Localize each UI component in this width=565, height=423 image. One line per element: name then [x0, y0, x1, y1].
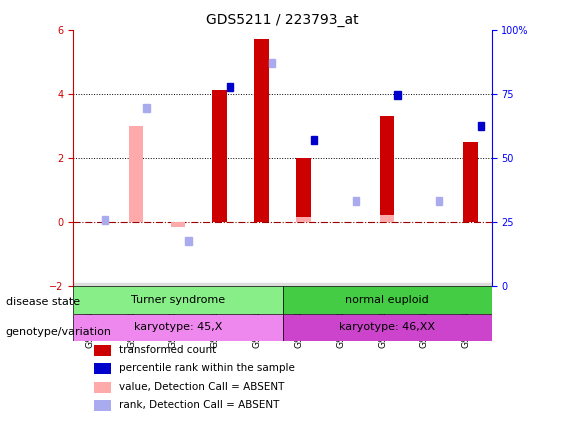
- Bar: [269, 59, 275, 67]
- Text: rank, Detection Call = ABSENT: rank, Detection Call = ABSENT: [119, 400, 280, 410]
- Text: value, Detection Call = ABSENT: value, Detection Call = ABSENT: [119, 382, 285, 392]
- Text: karyotype: 46,XX: karyotype: 46,XX: [339, 322, 435, 332]
- Bar: [380, 215, 394, 222]
- Bar: [185, 237, 192, 245]
- Bar: [394, 91, 401, 99]
- Bar: [102, 216, 108, 224]
- Bar: [212, 91, 227, 222]
- Bar: [353, 197, 359, 205]
- Bar: [380, 116, 394, 222]
- Bar: [436, 197, 442, 205]
- Text: karyotype: 45,X: karyotype: 45,X: [134, 322, 222, 332]
- Bar: [254, 39, 269, 222]
- Bar: [282, 313, 492, 341]
- Text: percentile rank within the sample: percentile rank within the sample: [119, 363, 295, 374]
- Text: genotype/variation: genotype/variation: [6, 327, 112, 337]
- Text: disease state: disease state: [6, 297, 80, 308]
- Bar: [463, 142, 478, 222]
- Bar: [227, 83, 233, 91]
- Bar: [94, 382, 111, 393]
- Bar: [129, 126, 144, 222]
- Bar: [171, 222, 185, 226]
- Bar: [73, 313, 282, 341]
- Bar: [311, 136, 317, 144]
- Bar: [296, 158, 311, 222]
- Bar: [282, 286, 492, 313]
- Bar: [296, 217, 311, 222]
- Text: normal euploid: normal euploid: [345, 295, 429, 305]
- Bar: [94, 345, 111, 356]
- Bar: [73, 286, 282, 313]
- Title: GDS5211 / 223793_at: GDS5211 / 223793_at: [206, 13, 359, 27]
- Bar: [144, 104, 150, 112]
- Bar: [478, 122, 484, 130]
- Bar: [94, 400, 111, 411]
- Text: Turner syndrome: Turner syndrome: [131, 295, 225, 305]
- Bar: [94, 363, 111, 374]
- Text: transformed count: transformed count: [119, 345, 217, 355]
